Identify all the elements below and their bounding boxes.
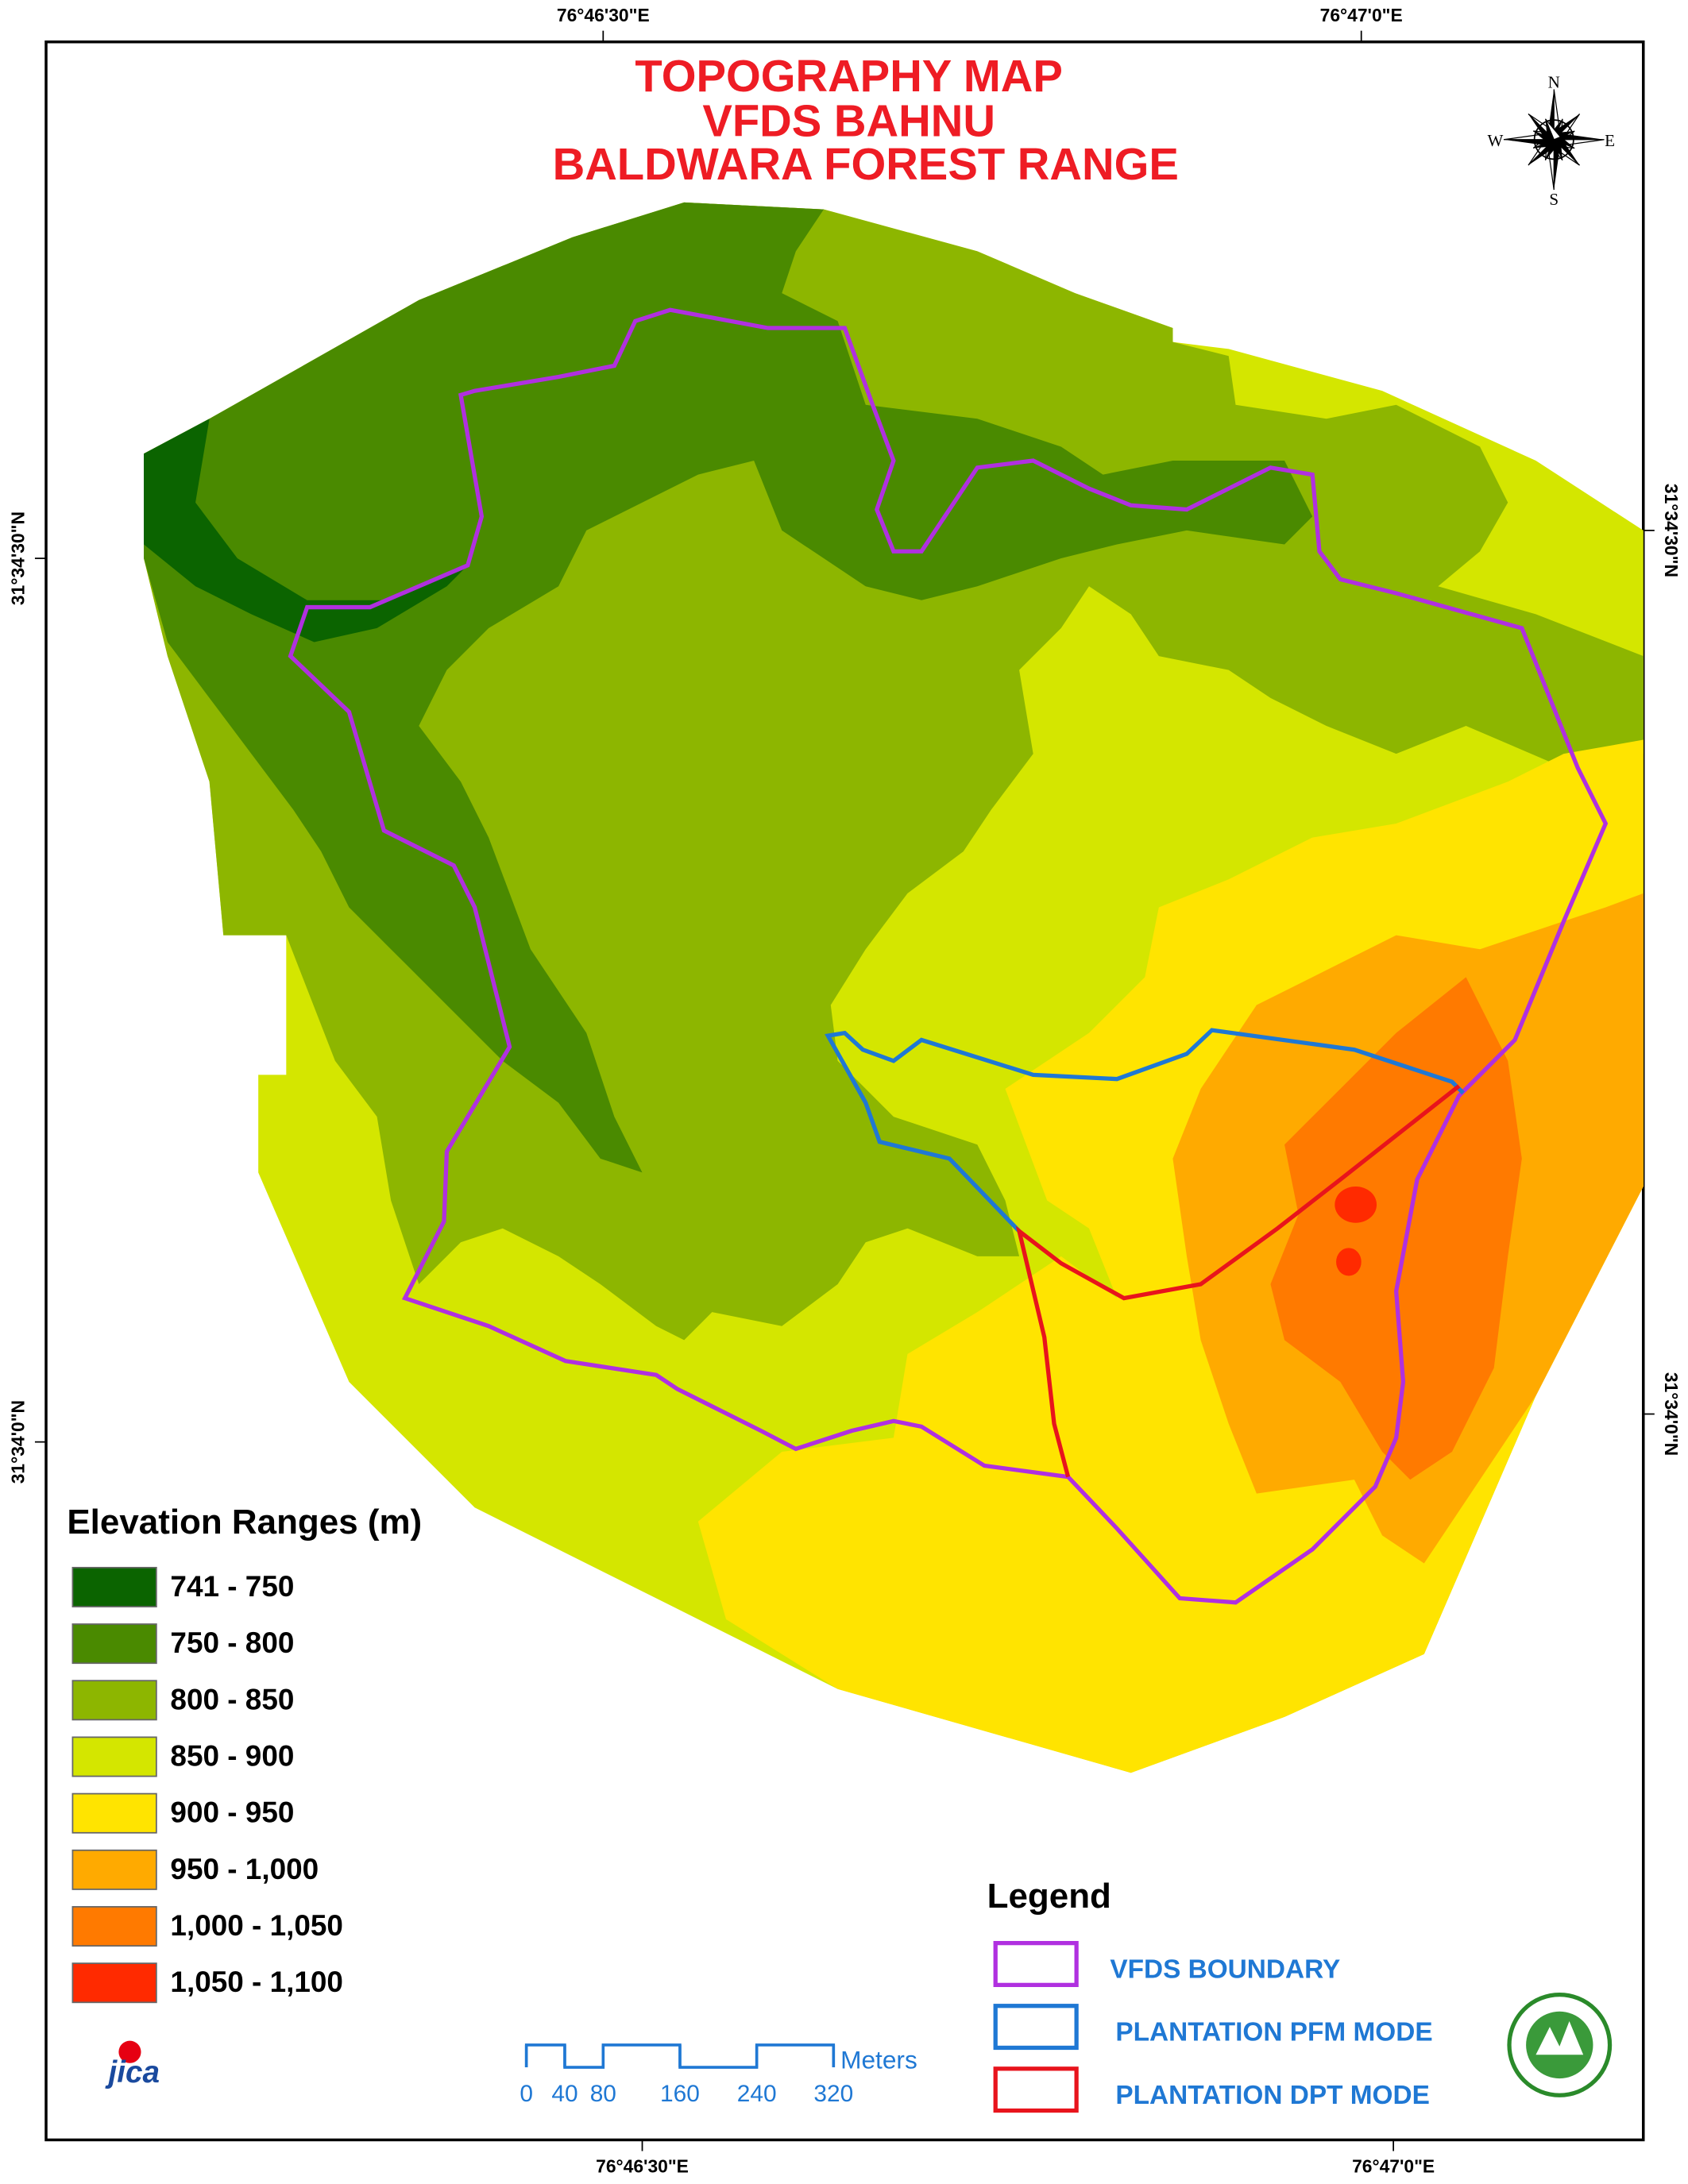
legend-label: 741 - 750 [170, 1570, 294, 1603]
coord-label: 76°46'30"E [596, 2156, 689, 2177]
legend-swatch [71, 1623, 157, 1665]
jica-logo: jica [104, 2040, 160, 2089]
compass-point [1554, 132, 1605, 140]
legend-label: 1,050 - 1,100 [170, 1966, 343, 1998]
scale-unit: Meters [840, 2045, 917, 2074]
line-legend: VFDS BOUNDARY PLANTATION PFM MODE PLANTATI… [993, 1940, 1433, 2113]
legend-swatch [71, 1566, 157, 1607]
legend-label: VFDS BOUNDARY [1110, 1955, 1340, 1985]
legend-swatch [993, 1940, 1079, 1987]
compass-point [1554, 139, 1562, 191]
pfm-plantation [825, 1028, 1465, 1233]
compass-point [1544, 118, 1562, 141]
legend-label: 800 - 850 [170, 1683, 294, 1715]
legend-title: Elevation Ranges (m) [67, 1503, 422, 1542]
vfds-boundary [288, 307, 1609, 1605]
coord-label: 31°34'30"N [1661, 484, 1682, 577]
scale-bar: 0 40 80 160 240 320 Meters [520, 2043, 917, 2107]
legend-swatch [71, 1849, 157, 1890]
elevation-zone [1335, 1186, 1377, 1223]
legend-swatch [71, 1792, 157, 1834]
elevation-zone [144, 419, 468, 642]
compass: N S E W [1487, 72, 1615, 209]
map-title: BALDWARA FOREST RANGE [553, 139, 1179, 189]
dpt-plantation [1015, 1084, 1461, 1478]
compass-letter: N [1548, 72, 1560, 91]
coord-label: 76°47'0"E [1320, 5, 1403, 25]
coord-label: 31°34'0"N [1661, 1372, 1682, 1456]
scale-label: 80 [590, 2081, 616, 2107]
map-lines [288, 307, 1609, 1605]
legend-label: 950 - 1,000 [170, 1853, 319, 1885]
legend-title: Legend [987, 1877, 1111, 1916]
logo-mountain [1535, 2021, 1584, 2055]
scale-label: 40 [551, 2081, 577, 2107]
legend-label: 1,000 - 1,050 [170, 1909, 343, 1942]
scale-label: 240 [737, 2081, 777, 2107]
legend-swatch [71, 1680, 157, 1721]
map-title: TOPOGRAPHY MAP [635, 51, 1062, 101]
logo-core [1526, 2011, 1593, 2079]
overlay: 76°46'30"E 76°47'0"E 76°46'30"E 76°47'0"… [8, 5, 1682, 2177]
legend-swatch [71, 1962, 157, 2004]
legend-swatch [993, 2004, 1079, 2051]
compass-letter: S [1549, 190, 1559, 209]
elevation-zone [1336, 1248, 1362, 1276]
legend-label: 850 - 900 [170, 1739, 294, 1772]
logo-text: jica [104, 2055, 159, 2089]
legend-label: 900 - 950 [170, 1796, 294, 1829]
elevation-zone [144, 202, 1313, 1173]
legend-swatch [71, 1736, 157, 1777]
elevation-zone [1270, 977, 1522, 1480]
legend-label: PLANTATION DPT MODE [1115, 2081, 1430, 2110]
coord-label: 31°34'0"N [8, 1400, 29, 1484]
scale-label: 320 [813, 2081, 853, 2107]
coord-label: 76°46'30"E [557, 5, 650, 25]
map-title: VFDS BAHNU [702, 95, 995, 145]
scale-label: 160 [660, 2081, 700, 2107]
scale-outline [524, 2043, 836, 2069]
legend-label: 750 - 800 [170, 1626, 294, 1659]
forest-logo [1507, 1993, 1613, 2097]
legend-label: PLANTATION PFM MODE [1115, 2018, 1432, 2047]
compass-ring [1533, 119, 1574, 160]
legend-swatch [993, 2066, 1079, 2113]
coord-label: 31°34'30"N [8, 511, 29, 605]
logo-dot [118, 2040, 141, 2063]
elevation-legend: 741 - 750 750 - 800 800 - 850 850 - 900 900 … [71, 1566, 343, 2004]
compass-letter: W [1487, 131, 1503, 150]
coord-label: 76°47'0"E [1352, 2156, 1435, 2177]
legend-swatch [71, 1906, 157, 1947]
scale-label: 0 [520, 2081, 533, 2107]
compass-letter: E [1605, 131, 1615, 150]
